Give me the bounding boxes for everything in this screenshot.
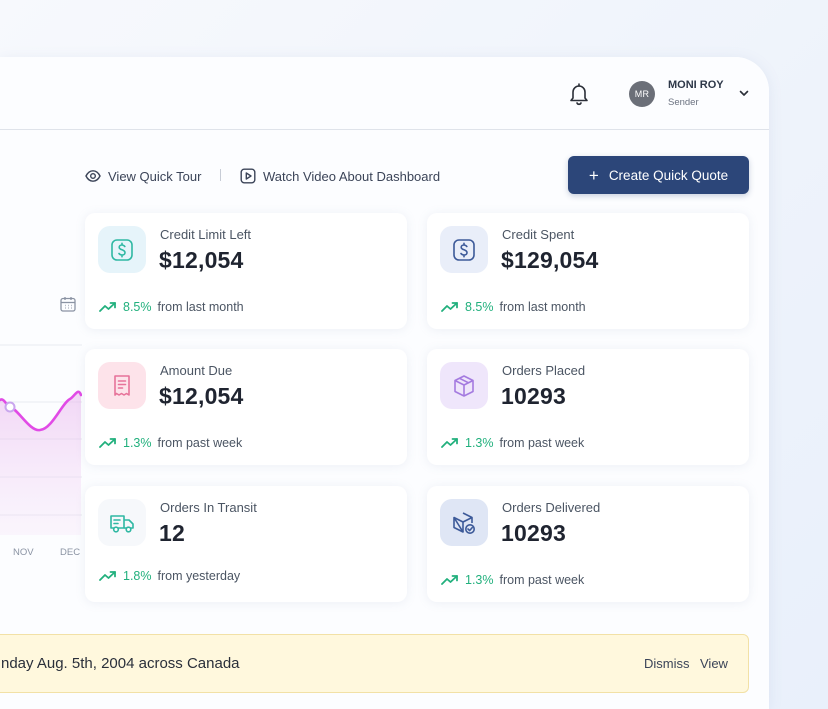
view-quick-tour-label: View Quick Tour	[108, 168, 202, 184]
user-name: MONI ROY	[668, 79, 724, 91]
eye-icon	[85, 170, 101, 182]
divider	[220, 169, 221, 181]
card-trend-period: from past week	[157, 436, 243, 450]
card-label: Amount Due	[160, 363, 233, 378]
card-amount-due[interactable]: Amount Due $12,054 1.3% from past week	[85, 349, 407, 465]
package-icon	[440, 362, 488, 409]
card-trend-percent: 1.3%	[465, 573, 494, 587]
card-trend: 1.8% from yesterday	[99, 569, 240, 583]
dismiss-button[interactable]: Dismiss	[644, 656, 690, 671]
card-trend-period: from last month	[157, 300, 244, 314]
card-trend-percent: 8.5%	[465, 300, 494, 314]
card-value: 12	[159, 520, 185, 546]
card-trend: 1.3% from past week	[99, 436, 242, 450]
avatar[interactable]: MR	[629, 81, 655, 107]
card-label: Orders Delivered	[502, 500, 601, 515]
x-tick-label: DEC	[60, 547, 81, 558]
card-trend: 8.5% from last month	[99, 300, 244, 314]
receipt-icon	[98, 362, 146, 409]
card-orders-in-transit[interactable]: Orders In Transit 12 1.8% from yesterday	[85, 486, 407, 602]
dashboard-panel: MR MONI ROY Sender View Quick Tour Watch…	[0, 57, 769, 709]
card-trend-period: from past week	[499, 436, 585, 450]
card-credit-spent[interactable]: Credit Spent $129,054 8.5% from last mon…	[427, 213, 749, 329]
card-label: Orders In Transit	[160, 500, 257, 515]
calendar-icon[interactable]	[59, 295, 77, 313]
card-value: $12,054	[159, 383, 244, 409]
create-quick-quote-button[interactable]: + Create Quick Quote	[568, 156, 749, 194]
card-trend-period: from yesterday	[157, 569, 241, 583]
card-value: $129,054	[501, 247, 599, 273]
card-value: $12,054	[159, 247, 244, 273]
watch-video-label: Watch Video About Dashboard	[263, 168, 441, 184]
card-credit-limit-left[interactable]: Credit Limit Left $12,054 8.5% from last…	[85, 213, 407, 329]
card-label: Credit Limit Left	[160, 227, 252, 242]
card-trend-period: from last month	[499, 300, 586, 314]
trending-up-icon	[441, 438, 458, 448]
card-value: 10293	[501, 520, 566, 546]
card-trend-percent: 1.3%	[465, 436, 494, 450]
top-bar: MR MONI ROY Sender	[0, 57, 769, 130]
trending-up-icon	[99, 438, 116, 448]
card-trend-period: from past week	[499, 573, 585, 587]
card-orders-placed[interactable]: Orders Placed 10293 1.3% from past week	[427, 349, 749, 465]
trending-up-icon	[99, 302, 116, 312]
plus-icon: +	[588, 165, 599, 185]
card-trend-percent: 8.5%	[123, 300, 152, 314]
user-role: Sender	[668, 97, 699, 108]
chevron-down-icon[interactable]	[738, 88, 750, 98]
card-trend-percent: 1.3%	[123, 436, 152, 450]
bell-icon[interactable]	[567, 81, 591, 107]
card-value: 10293	[501, 383, 566, 409]
view-button[interactable]: View	[700, 656, 728, 671]
card-trend: 8.5% from last month	[441, 300, 586, 314]
create-quick-quote-label: Create Quick Quote	[608, 167, 729, 183]
package-check-icon	[440, 499, 488, 546]
notification-banner: nday Aug. 5th, 2004 across Canada Dismis…	[0, 634, 749, 693]
x-tick-label: NOV	[13, 547, 34, 558]
card-label: Orders Placed	[502, 363, 586, 378]
chart-fragment	[0, 344, 82, 535]
banner-message: nday Aug. 5th, 2004 across Canada	[1, 655, 240, 672]
play-video-icon	[240, 168, 256, 184]
watch-video-link[interactable]: Watch Video About Dashboard	[240, 166, 440, 186]
card-trend: 1.3% from past week	[441, 436, 584, 450]
trending-up-icon	[99, 571, 116, 581]
trending-up-icon	[441, 302, 458, 312]
card-trend: 1.3% from past week	[441, 573, 584, 587]
dollar-icon	[98, 226, 146, 273]
card-label: Credit Spent	[502, 227, 575, 242]
trending-up-icon	[441, 575, 458, 585]
view-quick-tour-link[interactable]: View Quick Tour	[85, 166, 201, 186]
dollar-icon	[440, 226, 488, 273]
chart-point	[4, 401, 16, 413]
card-trend-percent: 1.8%	[123, 569, 152, 583]
truck-icon	[98, 499, 146, 546]
card-orders-delivered[interactable]: Orders Delivered 10293 1.3% from past we…	[427, 486, 749, 602]
